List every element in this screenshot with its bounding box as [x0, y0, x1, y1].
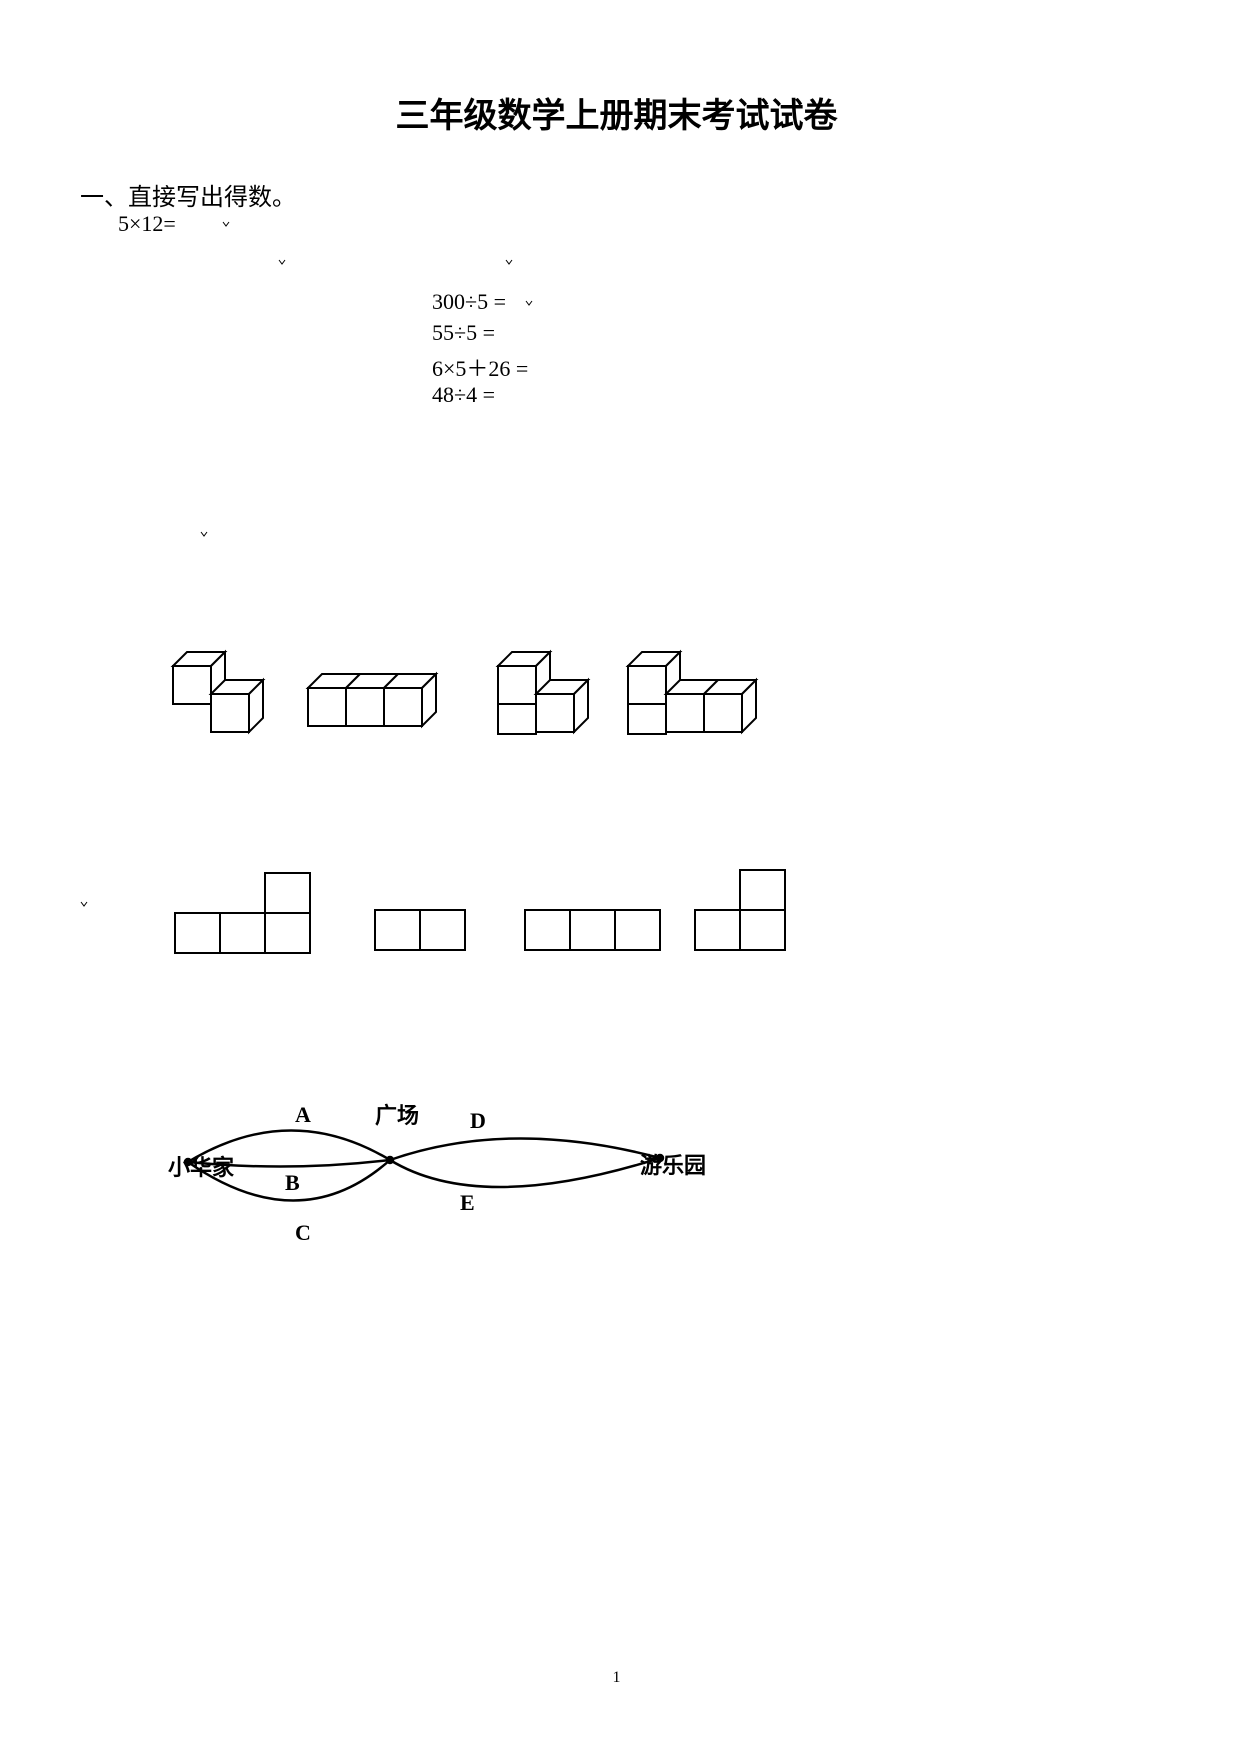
map-left-label: 小华家	[168, 1150, 234, 1182]
map-center-label: 广场	[375, 1098, 419, 1130]
cube-figure-4	[620, 646, 780, 746]
accent-mark-2	[278, 258, 284, 264]
accent-mark-6	[80, 900, 86, 906]
path-label-E: E	[460, 1190, 475, 1215]
problem-2: 300÷5 =	[432, 289, 506, 315]
map-diagram: A B C D E	[160, 1090, 720, 1265]
accent-mark-4	[525, 299, 531, 305]
flat-figure-2	[370, 905, 480, 960]
flat-figure-4	[690, 865, 800, 965]
problem-3: 55÷5 =	[432, 320, 495, 346]
flat-figure-3	[520, 905, 675, 960]
path-label-A: A	[295, 1102, 311, 1127]
accent-mark-3	[505, 258, 511, 264]
section-1-heading: 一、直接写出得数。	[80, 177, 296, 212]
problem-1: 5×12=	[118, 211, 176, 237]
page-title: 三年级数学上册期末考试试卷	[0, 88, 1233, 137]
path-label-B: B	[285, 1170, 300, 1195]
page-number: 1	[0, 1669, 1233, 1687]
path-label-D: D	[470, 1108, 486, 1133]
problem-4: 6×5＋26 =	[432, 351, 528, 383]
cube-figure-1	[165, 646, 275, 746]
flat-figure-1	[170, 870, 325, 965]
section-1-text: 一、直接写出得数。	[80, 185, 296, 211]
path-label-C: C	[295, 1220, 311, 1245]
cube-figure-3	[490, 646, 600, 746]
map-right-label: 游乐园	[640, 1148, 706, 1180]
accent-mark-1	[222, 220, 228, 226]
accent-mark-5	[200, 530, 206, 536]
problem-5: 48÷4 =	[432, 382, 495, 408]
cube-figure-2	[300, 664, 470, 744]
